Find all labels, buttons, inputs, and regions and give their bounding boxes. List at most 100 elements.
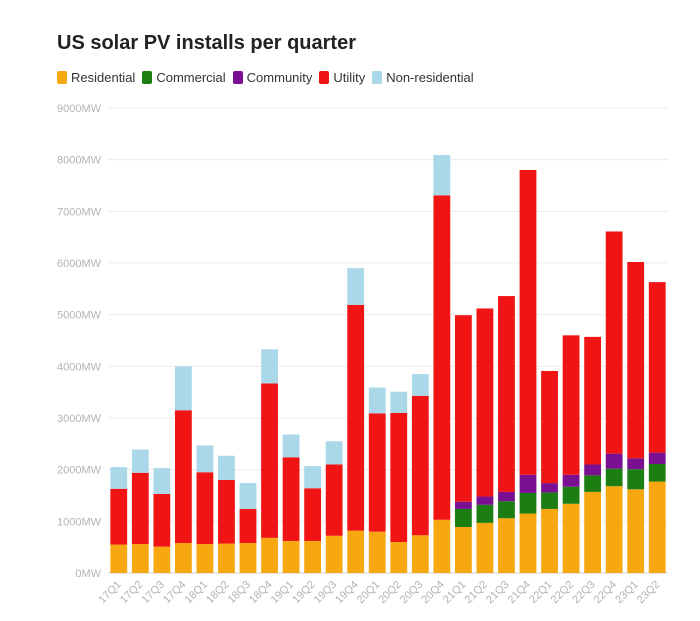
- bar-commercial-22q2[interactable]: [562, 486, 580, 504]
- bar-commercial-21q1[interactable]: [454, 508, 472, 528]
- bar-residential-18q1[interactable]: [196, 544, 214, 573]
- bar-non-residential-18q4[interactable]: [261, 349, 278, 384]
- bar-commercial-21q2[interactable]: [476, 504, 494, 523]
- legend-item-utility[interactable]: Utility: [319, 70, 365, 85]
- bar-non-residential-19q3[interactable]: [325, 441, 343, 465]
- bar-non-residential-19q2[interactable]: [304, 466, 322, 489]
- bar-residential-20q3[interactable]: [411, 535, 429, 573]
- bar-non-residential-19q4[interactable]: [347, 268, 365, 305]
- x-tick-label: 18Q4: [247, 579, 275, 607]
- bar-community-21q1[interactable]: [454, 501, 472, 509]
- bar-residential-20q4[interactable]: [433, 519, 451, 573]
- bar-utility-22q2[interactable]: [562, 335, 580, 475]
- bar-residential-19q4[interactable]: [347, 530, 365, 573]
- bar-utility-19q1[interactable]: [282, 457, 300, 541]
- legend-item-residential[interactable]: Residential: [57, 70, 135, 85]
- bar-commercial-21q4[interactable]: [519, 492, 537, 514]
- bar-utility-21q4[interactable]: [519, 170, 537, 475]
- bar-utility-20q1[interactable]: [368, 413, 386, 532]
- bar-non-residential-20q3[interactable]: [411, 374, 429, 396]
- bar-non-residential-19q1[interactable]: [282, 434, 300, 458]
- bar-residential-21q1[interactable]: [454, 527, 472, 573]
- bar-residential-23q1[interactable]: [627, 489, 645, 573]
- bar-residential-20q1[interactable]: [368, 531, 386, 573]
- legend-swatch-non-residential: [372, 71, 383, 84]
- bar-utility-21q3[interactable]: [498, 296, 515, 492]
- bar-residential-22q4[interactable]: [605, 486, 623, 573]
- bar-residential-17q3[interactable]: [153, 546, 171, 573]
- bar-non-residential-17q3[interactable]: [153, 468, 171, 494]
- bar-residential-20q2[interactable]: [390, 542, 408, 573]
- bar-commercial-23q1[interactable]: [627, 469, 645, 490]
- bar-commercial-22q4[interactable]: [605, 468, 623, 487]
- bar-commercial-23q2[interactable]: [648, 463, 666, 482]
- legend-label-utility: Utility: [333, 70, 366, 85]
- bar-utility-18q4[interactable]: [261, 383, 278, 538]
- bar-utility-17q4[interactable]: [174, 410, 192, 544]
- bar-non-residential-17q1[interactable]: [110, 467, 128, 489]
- bar-residential-22q1[interactable]: [541, 508, 558, 573]
- bar-utility-22q3[interactable]: [584, 336, 602, 465]
- bar-utility-21q2[interactable]: [476, 308, 494, 497]
- bar-utility-19q3[interactable]: [325, 464, 343, 536]
- bar-community-21q4[interactable]: [519, 474, 537, 493]
- bar-community-21q2[interactable]: [476, 496, 494, 505]
- bar-non-residential-18q1[interactable]: [196, 445, 214, 473]
- bar-non-residential-18q2[interactable]: [218, 455, 235, 480]
- bar-residential-17q4[interactable]: [174, 543, 192, 573]
- bar-residential-19q1[interactable]: [282, 540, 300, 573]
- bar-utility-20q4[interactable]: [433, 195, 451, 520]
- bar-utility-23q1[interactable]: [627, 261, 645, 459]
- bar-non-residential-18q3[interactable]: [239, 483, 257, 509]
- bar-community-22q1[interactable]: [541, 483, 558, 493]
- bar-commercial-21q3[interactable]: [498, 501, 515, 519]
- bar-utility-22q4[interactable]: [605, 231, 623, 454]
- bar-commercial-22q1[interactable]: [541, 492, 558, 509]
- x-tick-label: 22Q4: [592, 579, 620, 607]
- bar-utility-18q3[interactable]: [239, 508, 257, 544]
- bar-utility-17q1[interactable]: [110, 488, 128, 545]
- bar-community-23q2[interactable]: [648, 452, 666, 464]
- bar-utility-19q4[interactable]: [347, 304, 365, 531]
- bar-community-22q3[interactable]: [584, 464, 602, 476]
- x-axis: 17Q117Q217Q317Q418Q118Q218Q318Q419Q119Q2…: [96, 579, 662, 607]
- legend-item-commercial[interactable]: Commercial: [142, 70, 226, 85]
- bar-residential-23q2[interactable]: [648, 481, 666, 573]
- bar-utility-19q2[interactable]: [304, 488, 322, 541]
- legend-item-non-residential[interactable]: Non-residential: [372, 70, 474, 85]
- bar-non-residential-20q4[interactable]: [433, 155, 451, 196]
- bar-utility-20q2[interactable]: [390, 412, 408, 542]
- bar-community-22q2[interactable]: [562, 474, 580, 487]
- bar-non-residential-17q4[interactable]: [174, 366, 192, 411]
- bar-residential-19q2[interactable]: [304, 540, 322, 573]
- legend-item-community[interactable]: Community: [232, 70, 313, 85]
- bar-non-residential-17q2[interactable]: [131, 449, 149, 473]
- bar-residential-21q3[interactable]: [498, 518, 515, 573]
- bar-residential-21q2[interactable]: [476, 522, 494, 573]
- bar-residential-17q2[interactable]: [131, 544, 149, 573]
- bar-residential-18q4[interactable]: [261, 537, 278, 573]
- bar-utility-18q2[interactable]: [218, 480, 235, 544]
- bar-utility-17q3[interactable]: [153, 493, 171, 547]
- bar-residential-21q4[interactable]: [519, 513, 537, 573]
- bar-community-22q4[interactable]: [605, 453, 623, 469]
- bar-residential-17q1[interactable]: [110, 544, 128, 573]
- bar-utility-23q2[interactable]: [648, 282, 666, 453]
- bar-utility-21q1[interactable]: [454, 315, 472, 502]
- bar-utility-20q3[interactable]: [411, 395, 429, 536]
- legend-label-community: Community: [246, 70, 313, 85]
- bar-utility-18q1[interactable]: [196, 472, 214, 545]
- bar-community-23q1[interactable]: [627, 458, 645, 470]
- bar-community-21q3[interactable]: [498, 491, 515, 502]
- bar-residential-19q3[interactable]: [325, 535, 343, 573]
- bar-residential-18q2[interactable]: [218, 543, 235, 573]
- bar-commercial-22q3[interactable]: [584, 475, 602, 492]
- bar-residential-22q2[interactable]: [562, 503, 580, 573]
- x-tick-label: 17Q3: [139, 579, 167, 607]
- bar-utility-22q1[interactable]: [541, 370, 558, 484]
- bar-residential-22q3[interactable]: [584, 491, 602, 573]
- bar-non-residential-20q1[interactable]: [368, 387, 386, 414]
- bar-utility-17q2[interactable]: [131, 472, 149, 545]
- bar-residential-18q3[interactable]: [239, 543, 257, 573]
- bar-non-residential-20q2[interactable]: [390, 391, 408, 413]
